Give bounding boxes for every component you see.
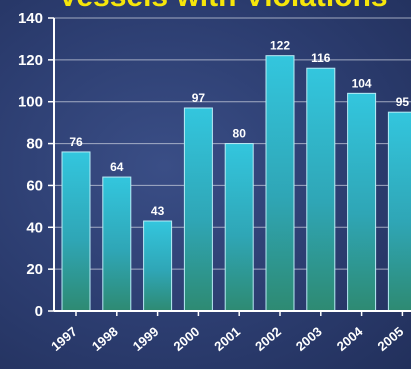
data-label: 95 (396, 95, 410, 109)
bar (306, 67, 336, 312)
y-tick-label: 120 (18, 52, 43, 69)
bar (224, 143, 254, 312)
data-label: 122 (270, 39, 290, 53)
data-labels: 76 64 43 97 80 122 116 104 95 (69, 39, 409, 218)
bar (387, 111, 411, 312)
x-tick-label: 2003 (293, 324, 325, 354)
y-tick-label: 0 (35, 303, 43, 320)
bar (102, 176, 132, 312)
x-tick-label: 2001 (211, 324, 243, 354)
x-tick-label: 1997 (48, 324, 80, 354)
x-tick-label: 2002 (252, 324, 284, 354)
bar (183, 107, 213, 312)
data-label: 104 (352, 76, 372, 90)
y-tick-label: 100 (18, 94, 43, 111)
bar (61, 151, 91, 312)
bars (61, 55, 411, 312)
x-tick-label: 1999 (130, 324, 162, 354)
y-tick-label: 140 (18, 10, 43, 27)
chart-title: Vessels with Violations (58, 0, 388, 13)
y-axis: 0 20 40 60 80 100 120 140 (18, 10, 55, 320)
x-tick-label: 1998 (89, 324, 121, 354)
data-label: 43 (151, 204, 165, 218)
x-axis: 1997 1998 1999 2000 2001 2002 2003 2004 2005 (48, 310, 411, 354)
x-tick-label: 2000 (171, 324, 203, 354)
x-tick-label: 2004 (334, 323, 366, 354)
data-label: 76 (69, 135, 83, 149)
data-label: 97 (192, 91, 206, 105)
y-tick-label: 60 (26, 177, 43, 194)
bar (265, 55, 295, 312)
y-tick-label: 40 (26, 219, 43, 236)
data-label: 80 (233, 127, 247, 141)
bar (143, 220, 173, 312)
data-label: 116 (311, 51, 331, 65)
bar (347, 92, 377, 312)
y-tick-label: 20 (26, 261, 43, 278)
data-label: 64 (110, 160, 124, 174)
y-tick-label: 80 (26, 136, 43, 153)
x-tick-label: 2005 (375, 324, 407, 354)
